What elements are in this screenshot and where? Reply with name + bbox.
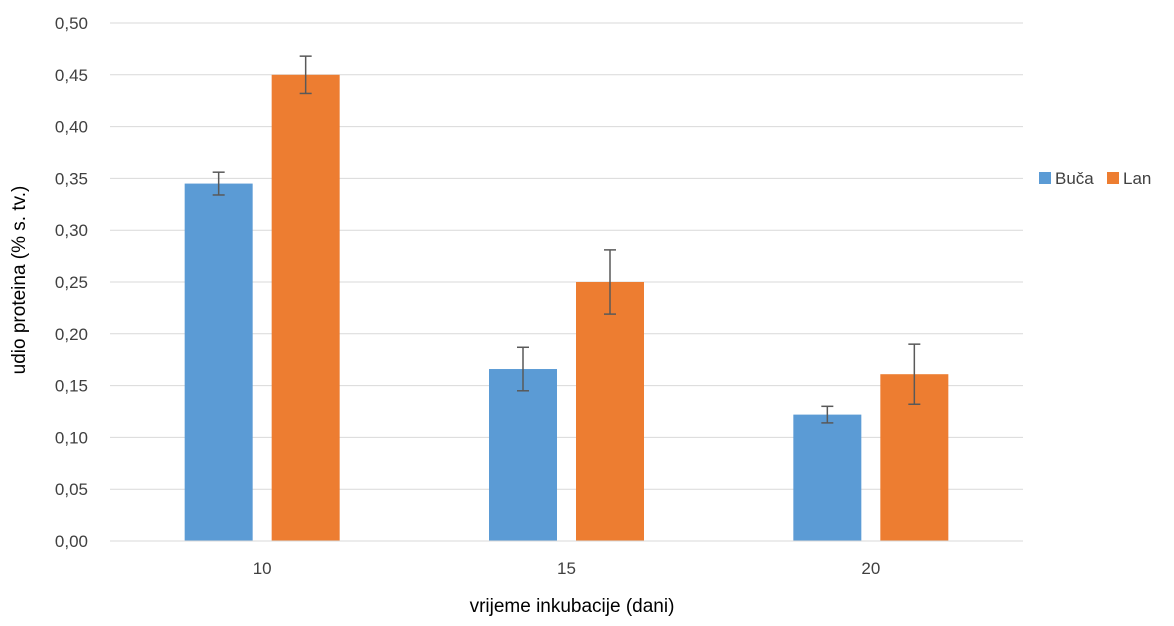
- axes: 0,00 0,05 0,10 0,15 0,20 0,25 0,30 0,35 0,40 0,45…: [55, 14, 1023, 578]
- gridlines: [110, 22, 1023, 490]
- y-tick-label: 0,30: [55, 221, 88, 240]
- x-tick-label: 10: [253, 559, 272, 578]
- bar-buča-15: [489, 369, 557, 541]
- y-tick-label: 0,15: [55, 377, 88, 396]
- y-tick-label: 0,00: [55, 532, 88, 551]
- y-tick-label: 0,20: [55, 325, 88, 344]
- error-bars: [212, 55, 921, 424]
- y-tick-label: 0,50: [55, 14, 88, 33]
- bar-lan-10: [271, 74, 340, 542]
- y-axis-title: udio proteina (% s. tv.): [9, 186, 30, 375]
- bar-buča-20: [793, 414, 862, 541]
- legend: Buča Lan: [1039, 169, 1151, 188]
- bar-buča-10: [184, 183, 253, 541]
- legend-label-lan: Lan: [1123, 169, 1151, 188]
- y-tick-label: 0,45: [55, 66, 88, 85]
- x-axis-title: vrijeme inkubacije (dani): [470, 596, 675, 617]
- bar-lan-15: [576, 282, 644, 541]
- legend-swatch-lan: [1107, 172, 1119, 184]
- legend-label-buča: Buča: [1055, 169, 1094, 188]
- y-tick-label: 0,10: [55, 428, 88, 447]
- y-tick-label: 0,25: [55, 273, 88, 292]
- bars: [184, 74, 949, 542]
- legend-swatch-buča: [1039, 172, 1051, 184]
- y-tick-label: 0,05: [55, 480, 88, 499]
- x-tick-label: 15: [557, 559, 576, 578]
- x-tick-label: 20: [861, 559, 880, 578]
- y-tick-label: 0,35: [55, 169, 88, 188]
- y-tick-label: 0,40: [55, 118, 88, 137]
